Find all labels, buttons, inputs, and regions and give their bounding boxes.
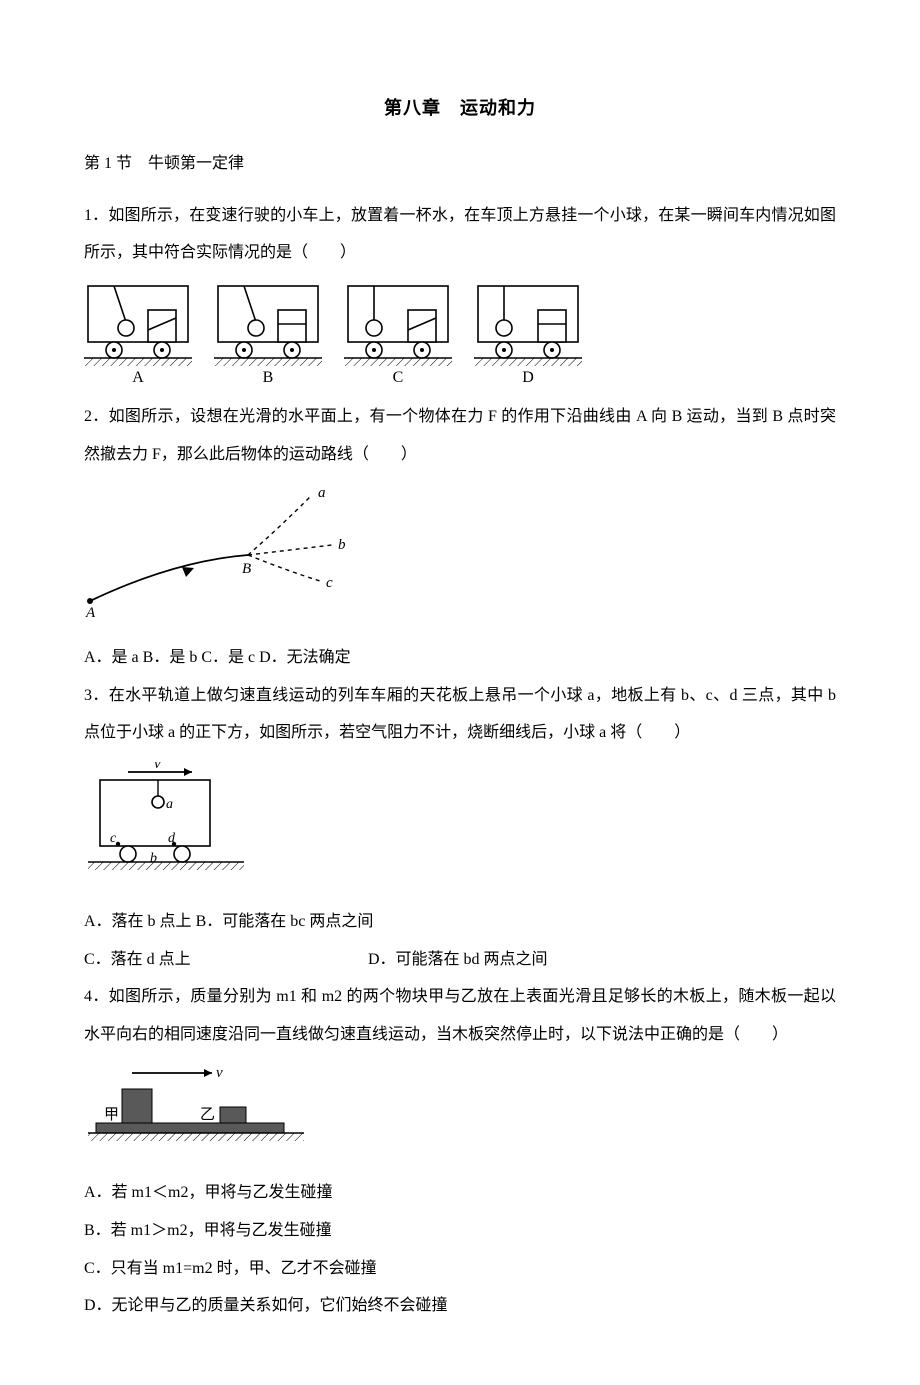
q4-optA: A．若 m1＜m2，甲将与乙发生碰撞 xyxy=(84,1174,836,1212)
q3-label-d: d xyxy=(168,831,176,846)
q3-optC: C．落在 d 点上 xyxy=(84,941,364,979)
q3-optA: A．落在 b 点上 xyxy=(84,913,192,930)
section-heading: 第 1 节 牛顿第一定律 xyxy=(84,146,836,183)
q3-optB: B．可能落在 bc 两点之间 xyxy=(196,913,374,930)
q3-label-v: v xyxy=(154,762,161,772)
q3-opt-row2: C．落在 d 点上 D．可能落在 bd 两点之间 xyxy=(84,941,836,979)
q2-label-b: b xyxy=(338,537,346,553)
q2-stem: 2．如图所示，设想在光滑的水平面上，有一个物体在力 F 的作用下沿曲线由 A 向… xyxy=(84,398,836,473)
q3-label-c: c xyxy=(110,831,117,846)
q3-optD: D．可能落在 bd 两点之间 xyxy=(368,951,548,968)
q1-label-D: D xyxy=(522,369,534,386)
q2-options: A．是 a B．是 b C．是 c D．无法确定 xyxy=(84,639,836,677)
q2-label-a: a xyxy=(318,485,326,501)
q3-figure: v a c d b xyxy=(84,762,836,887)
q3-opt-row1: A．落在 b 点上 B．可能落在 bc 两点之间 xyxy=(84,903,836,941)
q4-optB: B．若 m1＞m2，甲将与乙发生碰撞 xyxy=(84,1212,836,1250)
q4-label-v: v xyxy=(216,1065,223,1081)
q4-stem: 4．如图所示，质量分别为 m1 和 m2 的两个物块甲与乙放在上表面光滑且足够长… xyxy=(84,978,836,1053)
q3-label-a: a xyxy=(166,797,173,812)
q1-stem: 1．如图所示，在变速行驶的小车上，放置着一杯水，在车顶上方悬挂一个小球，在某一瞬… xyxy=(84,197,836,272)
page-title: 第八章 运动和力 xyxy=(84,94,836,120)
q3-stem: 3．在水平轨道上做匀速直线运动的列车车厢的天花板上悬吊一个小球 a，地板上有 b… xyxy=(84,677,836,752)
q4-figure: v 甲 乙 xyxy=(84,1063,836,1158)
q2-label-c: c xyxy=(326,575,333,591)
q1-label-C: C xyxy=(393,369,404,386)
q2-figure: A B a b c xyxy=(84,483,836,623)
q4-optC: C．只有当 m1=m2 时，甲、乙才不会碰撞 xyxy=(84,1250,836,1288)
q2-label-A: A xyxy=(85,605,96,618)
q1-label-B: B xyxy=(263,369,274,386)
q1-figure: A B xyxy=(84,278,836,388)
q1-label-A: A xyxy=(132,369,144,386)
q4-label-jia: 甲 xyxy=(104,1107,119,1123)
q4-optD: D．无论甲与乙的质量关系如何，它们始终不会碰撞 xyxy=(84,1287,836,1325)
q2-label-B: B xyxy=(242,561,251,577)
q4-label-yi: 乙 xyxy=(200,1107,215,1123)
